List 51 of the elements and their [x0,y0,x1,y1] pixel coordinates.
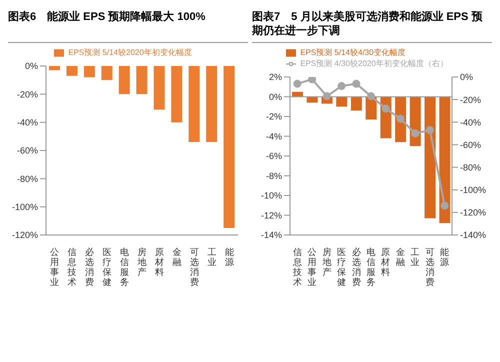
chart-title: 图表6 能源业 EPS 预期降幅最大 100% [8,8,248,43]
y-tick-label: -10% [260,190,282,201]
x-tick-label: 公用事业 [308,247,317,287]
x-tick-label: 公用事业 [50,247,60,287]
y-tick-label: -4% [266,131,282,142]
x-tick-label: 信息技术 [66,247,77,287]
y-tick-label: -20% [16,89,38,100]
x-tick-label: 可选消费 [425,247,434,287]
y-tick-label: -8% [266,170,282,181]
x-tick-label: 电信服务 [366,247,376,287]
legend-label: EPS预测 5/14较4/30变化幅度 [300,48,406,57]
x-tick-label: 信息技术 [292,247,302,287]
y2-tick-label: -120% [460,208,486,218]
x-tick-label: 必选消费 [352,247,361,287]
y-tick-label: 0% [24,61,38,72]
x-tick-label: 房地产 [136,247,146,277]
y2-tick-label: -80% [460,162,482,172]
y-tick-label: 2% [268,72,282,82]
y-tick-label: -60% [16,146,38,156]
y-tick-label: -120% [12,230,38,240]
y-tick-label: -6% [266,151,282,162]
x-tick-label: 房地产 [321,247,332,277]
y-tick-label: -12% [260,210,282,220]
y2-tick-label: -140% [460,230,486,240]
x-tick-label: 可选消费 [190,247,199,287]
y2-tick-label: -40% [460,117,482,128]
x-tick-label: 医疗保健 [102,247,112,287]
x-tick-label: 工业 [207,247,216,267]
y-tick-label: -14% [260,230,282,240]
x-tick-label: 金融 [172,247,182,267]
x-tick-label: 能源 [440,247,450,267]
x-tick-label: 原材料 [380,247,390,277]
y2-tick-label: -100% [460,185,486,196]
y2-tick-label: -60% [460,140,482,150]
x-tick-label: 必选消费 [85,247,94,287]
x-tick-label: 原材料 [154,247,164,277]
y-tick-label: -40% [16,118,38,128]
legend-label: EPS预测 4/30较2020年初变化幅度（右） [300,59,448,68]
legend-label: EPS预测 5/14较2020年初变化幅度 [68,48,192,57]
y-tick-label: 0% [268,92,282,102]
y2-tick-label: 0% [460,72,474,82]
y2-tick-label: -20% [460,94,482,105]
y-tick-label: -100% [12,202,38,212]
x-tick-label: 金融 [396,247,405,267]
x-tick-label: 电信服务 [120,247,130,287]
y-tick-label: -2% [266,112,282,122]
x-tick-label: 能源 [224,247,234,267]
x-tick-label: 工业 [410,247,420,267]
chart-title: 图表7 5 月以来美股可选消费和能源业 EPS 预期仍在进一步下调 [252,8,492,43]
y-tick-label: -80% [16,174,38,184]
x-tick-label: 医疗保健 [337,247,346,287]
